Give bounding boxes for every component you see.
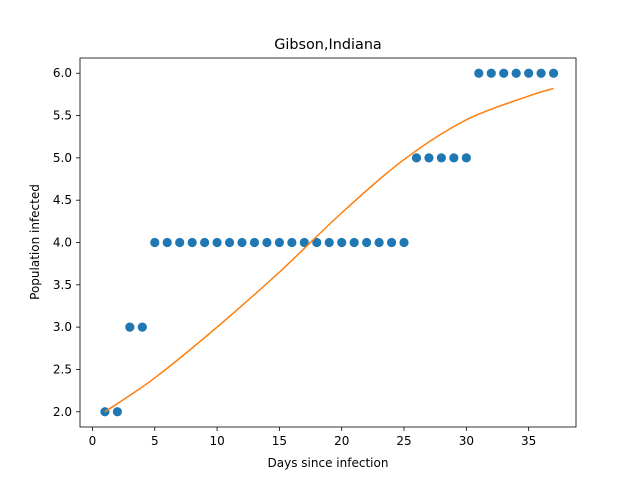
y-tick-label: 5.5 bbox=[53, 109, 72, 123]
scatter-point bbox=[125, 322, 135, 332]
x-tick-label: 35 bbox=[521, 434, 536, 448]
scatter-point bbox=[486, 68, 496, 78]
y-tick-label: 2.0 bbox=[53, 405, 72, 419]
x-axis: 0 5 10 15 20 25 30 35 bbox=[89, 427, 536, 448]
scatter-point bbox=[224, 237, 235, 248]
scatter-point bbox=[312, 237, 322, 248]
scatter-point bbox=[137, 322, 147, 332]
scatter-point bbox=[411, 153, 422, 163]
scatter-point bbox=[362, 237, 372, 248]
scatter-point bbox=[511, 68, 521, 78]
scatter-point bbox=[175, 237, 185, 248]
scatter-point bbox=[324, 237, 334, 248]
scatter-point bbox=[436, 153, 447, 163]
scatter-point bbox=[162, 237, 172, 248]
scatter-point bbox=[337, 237, 347, 248]
x-tick-label: 20 bbox=[334, 434, 349, 448]
plot-area bbox=[100, 68, 559, 417]
scatter-point bbox=[287, 237, 297, 248]
scatter-point bbox=[212, 237, 222, 248]
scatter-point bbox=[262, 237, 272, 248]
x-tick-label: 30 bbox=[459, 434, 474, 448]
scatter-point bbox=[374, 237, 384, 248]
scatter-point bbox=[349, 237, 359, 248]
y-tick-label: 3.0 bbox=[53, 320, 72, 334]
scatter-point bbox=[299, 237, 309, 248]
scatter-point bbox=[112, 407, 122, 417]
y-tick-label: 2.5 bbox=[53, 362, 72, 376]
x-tick-label: 25 bbox=[396, 434, 411, 448]
scatter-point bbox=[424, 153, 434, 163]
y-tick-label: 4.5 bbox=[53, 193, 72, 207]
y-axis: 2.0 2.5 3.0 3.5 4.0 4.5 5.0 5.5 6.0 bbox=[53, 66, 80, 419]
chart-title: Gibson,Indiana bbox=[274, 37, 382, 53]
scatter-point bbox=[399, 237, 409, 248]
y-tick-label: 6.0 bbox=[53, 66, 72, 80]
scatter-point bbox=[499, 68, 509, 78]
scatter-point bbox=[461, 153, 471, 163]
x-axis-label: Days since infection bbox=[268, 456, 389, 470]
scatter-point bbox=[274, 237, 284, 248]
scatter-point bbox=[150, 237, 160, 248]
y-tick-label: 5.0 bbox=[53, 151, 72, 165]
scatter-point bbox=[524, 68, 534, 78]
scatter-point bbox=[249, 237, 260, 248]
scatter-point bbox=[536, 68, 546, 78]
scatter-point bbox=[386, 237, 397, 248]
y-tick-label: 3.5 bbox=[53, 278, 72, 292]
scatter-point bbox=[187, 237, 197, 248]
x-tick-label: 0 bbox=[89, 434, 97, 448]
scatter-point bbox=[474, 68, 484, 78]
x-tick-label: 15 bbox=[272, 434, 287, 448]
y-axis-label: Population infected bbox=[28, 184, 42, 300]
scatter-point bbox=[548, 68, 559, 78]
scatter-point bbox=[237, 237, 247, 248]
x-tick-label: 5 bbox=[151, 434, 159, 448]
scatter-point bbox=[200, 237, 210, 248]
fit-curve bbox=[104, 87, 554, 413]
y-tick-label: 4.0 bbox=[53, 236, 72, 250]
x-tick-label: 10 bbox=[209, 434, 224, 448]
scatter-point bbox=[449, 153, 459, 163]
